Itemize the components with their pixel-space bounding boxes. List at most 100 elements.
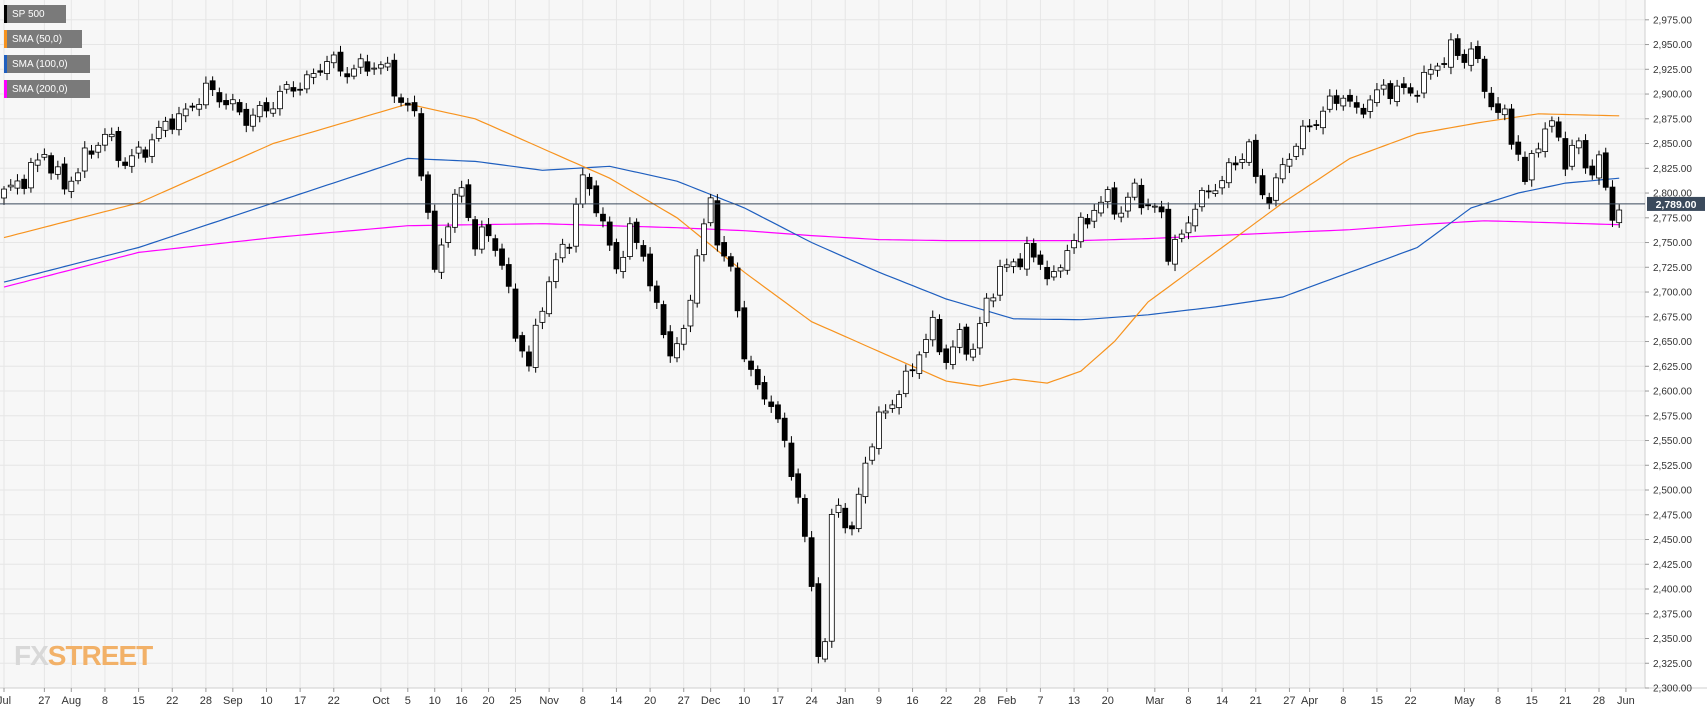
candle-body: [1535, 148, 1542, 154]
x-tick-label: 13: [1068, 695, 1080, 707]
candle-body: [404, 102, 411, 106]
candle-body: [431, 210, 438, 270]
x-tick-label: 20: [482, 695, 494, 707]
x-tick-label: Oct: [372, 695, 389, 707]
y-tick-label: 2,550.00: [1653, 436, 1692, 447]
candle-body: [512, 288, 519, 339]
x-tick-label: 21: [1250, 695, 1262, 707]
candle-body: [115, 131, 122, 161]
candle-body: [532, 324, 539, 368]
candle-body: [956, 329, 963, 348]
candle-body: [48, 155, 55, 174]
candle-body: [1286, 158, 1293, 167]
candle-body: [478, 226, 485, 250]
candle-body: [34, 159, 41, 166]
x-tick-label: 27: [38, 695, 50, 707]
candle-body: [61, 163, 68, 190]
y-tick-label: 2,375.00: [1653, 609, 1692, 620]
candle-body: [1340, 97, 1347, 107]
candle-body: [815, 583, 822, 657]
candle-body: [1474, 46, 1481, 60]
candle-body: [1104, 189, 1111, 203]
logo-street: STREET: [47, 640, 153, 671]
candle-body: [1151, 205, 1158, 208]
candle-body: [371, 67, 378, 70]
x-tick-label: Feb: [997, 695, 1016, 707]
candle-body: [256, 105, 263, 118]
candle-body: [983, 297, 990, 324]
candle-body: [485, 224, 492, 237]
candle-body: [41, 154, 48, 158]
candle-body: [1138, 184, 1145, 209]
candle-body: [923, 339, 929, 353]
candle-body: [149, 139, 155, 157]
candle-body: [1448, 39, 1454, 68]
y-tick-label: 2,875.00: [1653, 114, 1692, 125]
candle-body: [943, 348, 950, 363]
candle-body: [519, 335, 526, 352]
candle-body: [1515, 141, 1522, 155]
candle-body: [990, 297, 997, 302]
x-tick-label: 9: [876, 695, 882, 707]
candle-body: [620, 256, 627, 272]
candle-body: [162, 120, 169, 131]
candle-body: [122, 161, 129, 166]
last-price-label: 2,789.00: [1656, 199, 1697, 211]
candle-body: [95, 144, 102, 153]
x-tick-label: 8: [1340, 695, 1346, 707]
candle-body: [1003, 264, 1010, 268]
x-tick-label: 27: [1283, 695, 1295, 707]
y-tick-label: 2,950.00: [1653, 40, 1692, 51]
legend-item-sma100[interactable]: SMA (100,0): [4, 55, 90, 73]
candle-body: [189, 105, 196, 108]
candle-body: [1407, 87, 1414, 94]
candle-body: [1225, 162, 1232, 184]
candle-body: [1219, 180, 1226, 189]
candle-body: [1185, 222, 1192, 234]
candle-body: [929, 316, 936, 341]
candle-body: [1111, 187, 1118, 215]
x-tick-label: 15: [132, 695, 144, 707]
candle-body: [963, 326, 970, 355]
candle-body: [600, 213, 606, 222]
y-tick-label: 2,800.00: [1653, 189, 1692, 200]
candle-body: [1374, 89, 1380, 104]
plot-background: [0, 0, 1645, 688]
candle-body: [465, 184, 472, 218]
candle-body: [344, 73, 351, 78]
candle-body: [1293, 145, 1300, 157]
legend-swatch-sp500: [4, 5, 7, 23]
x-tick-label: 5: [405, 695, 411, 707]
x-tick-label: 20: [644, 695, 656, 707]
candle-body: [539, 310, 546, 323]
legend-item-sma50[interactable]: SMA (50,0): [4, 30, 82, 48]
candle-body: [330, 54, 337, 64]
candle-body: [277, 90, 283, 110]
x-tick-label: 7: [1037, 695, 1043, 707]
candle-body: [1320, 110, 1326, 129]
x-tick-label: Dec: [701, 695, 721, 707]
x-tick-label: 17: [294, 695, 306, 707]
legend: SP 500 SMA (50,0) SMA (100,0) SMA (200,0…: [4, 5, 90, 105]
candle-body: [626, 223, 633, 257]
legend-item-sp500[interactable]: SP 500: [4, 5, 66, 23]
candle-body: [1427, 69, 1434, 75]
x-tick-label: Aug: [62, 695, 82, 707]
candle-body: [1098, 201, 1104, 214]
y-tick-label: 2,975.00: [1653, 15, 1692, 26]
candle-body: [445, 226, 452, 243]
candle-body: [1353, 102, 1360, 108]
candle-body: [384, 62, 391, 68]
candle-body: [263, 102, 270, 112]
x-tick-label: 28: [1593, 695, 1605, 707]
candle-body: [81, 147, 88, 172]
candle-body: [1158, 206, 1165, 213]
legend-item-sma200[interactable]: SMA (200,0): [4, 80, 90, 98]
candle-body: [714, 200, 721, 246]
candle-body: [411, 102, 418, 112]
candle-body: [1522, 156, 1528, 182]
candle-body: [842, 507, 849, 529]
candle-body: [202, 82, 209, 106]
candle-body: [674, 343, 680, 359]
candle-body: [1306, 125, 1313, 128]
